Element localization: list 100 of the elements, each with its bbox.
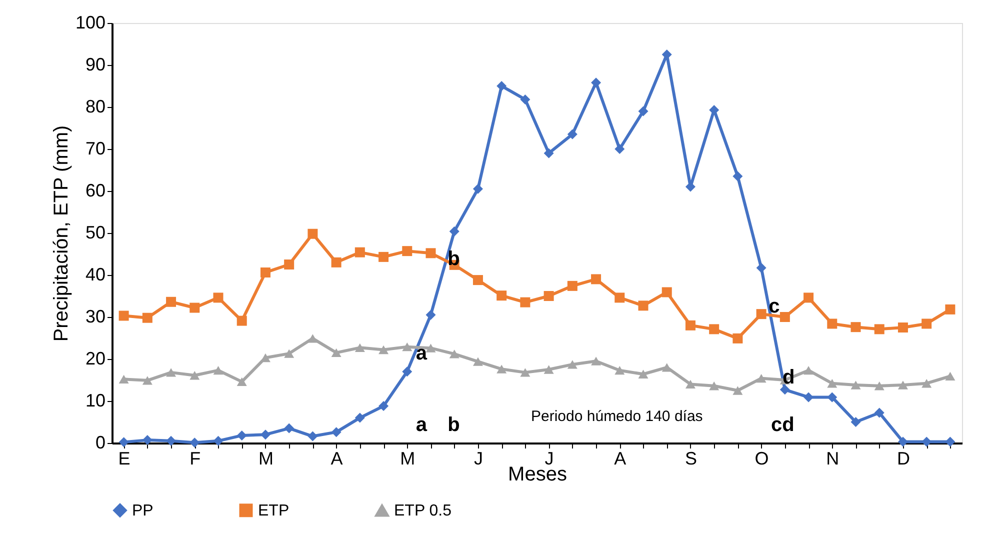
point bbox=[402, 366, 412, 377]
point bbox=[402, 246, 412, 256]
point bbox=[142, 312, 152, 323]
point bbox=[213, 366, 224, 375]
y-tick-label: 30 bbox=[85, 306, 106, 326]
point bbox=[284, 260, 294, 270]
y-axis-title: Precipitación, ETP (mm) bbox=[50, 125, 72, 342]
point bbox=[354, 247, 365, 258]
point bbox=[874, 324, 884, 334]
point bbox=[142, 376, 152, 385]
point bbox=[308, 228, 318, 239]
point bbox=[567, 129, 578, 140]
annotation: cd bbox=[770, 414, 794, 436]
point bbox=[804, 292, 814, 303]
point bbox=[850, 322, 861, 332]
point bbox=[520, 368, 530, 377]
point bbox=[591, 356, 602, 366]
point bbox=[331, 427, 342, 438]
x-tick-label: S bbox=[684, 448, 697, 468]
x-tick-label: A bbox=[330, 448, 343, 468]
point bbox=[378, 252, 389, 262]
y-tick-label: 10 bbox=[85, 390, 106, 410]
point bbox=[614, 144, 625, 154]
point bbox=[496, 81, 507, 91]
point bbox=[709, 104, 720, 115]
point bbox=[567, 280, 578, 291]
point bbox=[402, 342, 412, 352]
point bbox=[614, 292, 625, 303]
point bbox=[472, 184, 483, 194]
point bbox=[780, 384, 790, 395]
point bbox=[142, 435, 152, 446]
point bbox=[449, 226, 460, 236]
point bbox=[780, 312, 790, 322]
point bbox=[166, 296, 176, 307]
x-tick-label: M bbox=[400, 448, 416, 468]
point bbox=[472, 275, 483, 286]
point bbox=[520, 297, 530, 308]
x-tick-label: D bbox=[896, 448, 910, 468]
point bbox=[614, 366, 625, 375]
x-tick-label: A bbox=[614, 448, 626, 468]
point bbox=[638, 300, 648, 311]
point bbox=[827, 379, 838, 388]
point bbox=[850, 380, 861, 390]
y-tick-label: 40 bbox=[85, 264, 106, 284]
point bbox=[378, 345, 389, 354]
y-tick-label: 80 bbox=[85, 96, 106, 116]
annotation: Periodo húmedo 140 días bbox=[531, 408, 703, 426]
legend-label: ETP 0.5 bbox=[394, 502, 452, 520]
y-tick-label: 70 bbox=[85, 138, 106, 158]
point bbox=[945, 372, 956, 381]
point bbox=[662, 287, 672, 298]
point bbox=[331, 257, 342, 268]
x-tick-label: J bbox=[474, 448, 483, 468]
point bbox=[922, 436, 932, 447]
point bbox=[544, 291, 554, 301]
point bbox=[756, 262, 766, 273]
y-tick-label: 50 bbox=[85, 222, 106, 242]
point bbox=[544, 365, 554, 374]
legend-label: PP bbox=[132, 502, 154, 520]
point bbox=[685, 320, 696, 330]
point bbox=[756, 309, 766, 320]
point bbox=[898, 380, 908, 390]
x-tick-label: F bbox=[190, 448, 201, 468]
point bbox=[284, 423, 294, 434]
point bbox=[850, 417, 861, 427]
point bbox=[662, 363, 672, 372]
point bbox=[118, 437, 129, 448]
point bbox=[236, 377, 247, 386]
y-tick-label: 0 bbox=[95, 432, 106, 452]
point bbox=[591, 274, 602, 284]
y-tick-label: 90 bbox=[85, 54, 106, 74]
point bbox=[827, 318, 838, 329]
point bbox=[520, 94, 530, 104]
point bbox=[236, 316, 247, 326]
point bbox=[118, 310, 129, 321]
point bbox=[732, 386, 743, 395]
point bbox=[804, 392, 814, 402]
point bbox=[874, 408, 884, 418]
point bbox=[732, 171, 743, 182]
annotation: b bbox=[448, 414, 460, 436]
point bbox=[874, 382, 884, 390]
point bbox=[213, 292, 224, 303]
point bbox=[354, 343, 365, 352]
point bbox=[544, 148, 554, 158]
annotation: a bbox=[416, 414, 428, 436]
point bbox=[922, 379, 932, 388]
point bbox=[945, 436, 956, 447]
point bbox=[567, 360, 578, 369]
point bbox=[426, 310, 436, 320]
point bbox=[709, 382, 720, 390]
point bbox=[260, 267, 270, 278]
point bbox=[449, 350, 460, 358]
point bbox=[732, 333, 743, 344]
point bbox=[827, 392, 838, 402]
point bbox=[685, 380, 696, 389]
x-tick-label: O bbox=[754, 448, 769, 468]
point bbox=[331, 348, 342, 358]
point bbox=[804, 366, 814, 375]
y-tick-label: 20 bbox=[85, 348, 106, 368]
point bbox=[638, 370, 648, 378]
